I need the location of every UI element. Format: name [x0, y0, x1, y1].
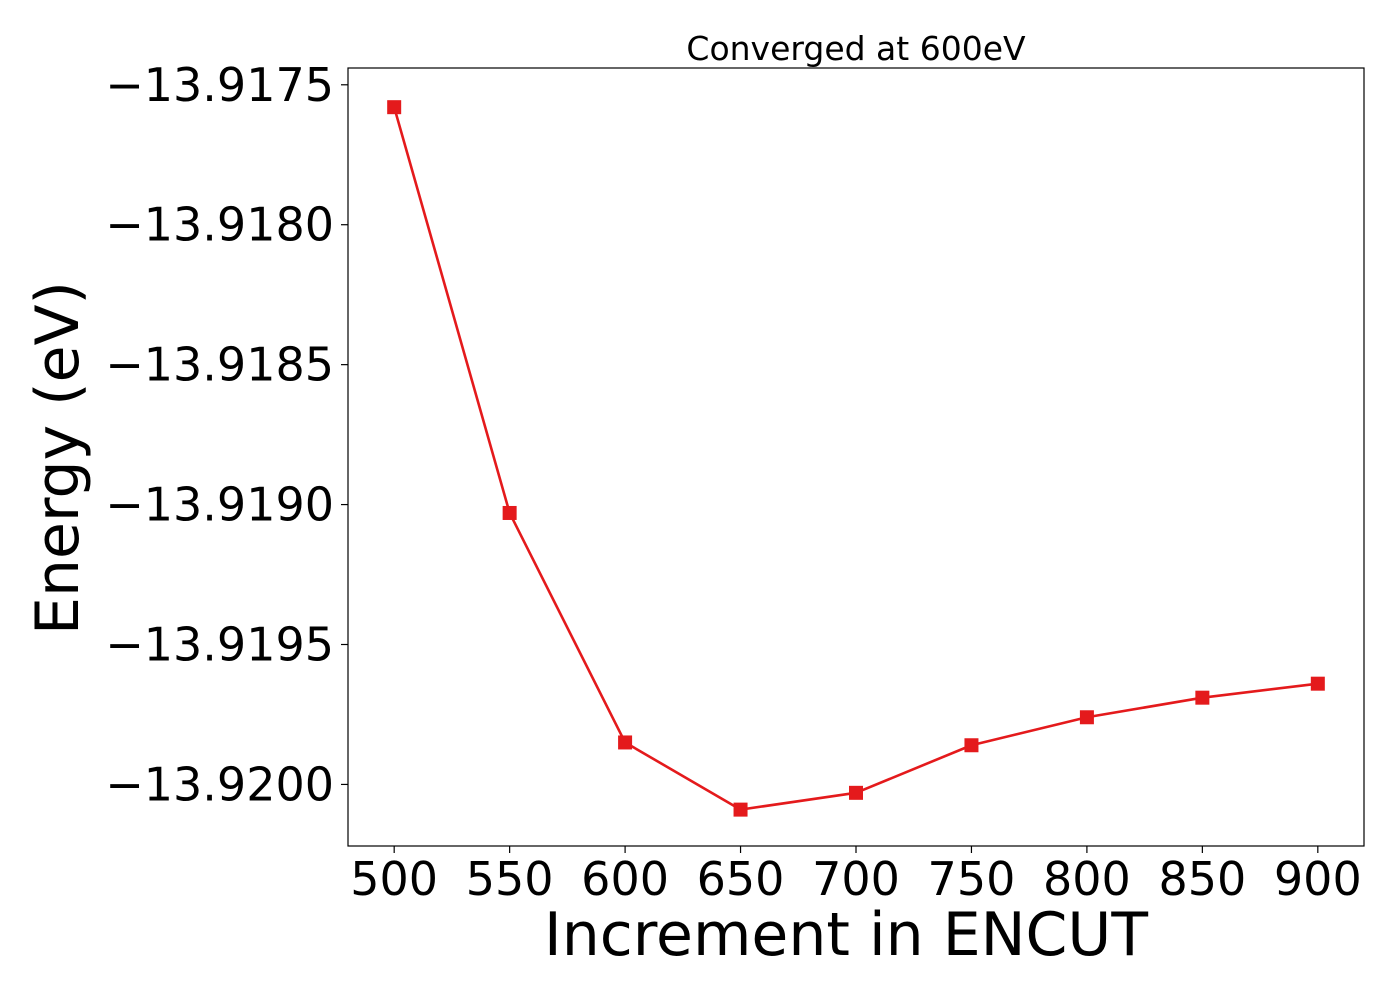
y-axis-ticks: −13.9175 −13.9180 −13.9185 −13.9190 −13.9195…: [105, 58, 348, 811]
x-tick-label: 650: [697, 852, 785, 906]
data-point-marker: [1079, 710, 1094, 725]
x-tick-label: 700: [812, 852, 900, 906]
data-point-marker: [733, 802, 748, 817]
x-tick-label: 800: [1043, 852, 1131, 906]
data-point-marker: [1310, 676, 1325, 691]
data-point-marker: [849, 785, 863, 800]
x-tick-label: 900: [1274, 852, 1362, 906]
plot-frame: [347, 67, 1365, 847]
data-point-marker: [502, 505, 517, 520]
x-tick-label: 850: [1158, 852, 1246, 906]
x-axis-label: Increment in ENCUT: [544, 900, 1148, 970]
y-axis-label: Energy (eV): [23, 281, 93, 635]
x-tick-label: 500: [350, 852, 438, 906]
data-point-marker: [1195, 690, 1210, 705]
plot-series: [387, 100, 1325, 817]
data-point-marker: [387, 100, 402, 115]
data-point-marker: [964, 738, 979, 753]
y-tick-label: −13.9190: [105, 478, 334, 532]
y-tick-label: −13.9180: [105, 198, 334, 252]
y-tick-label: −13.9175: [105, 58, 334, 112]
y-tick-label: −13.9195: [105, 618, 334, 672]
x-tick-label: 750: [928, 852, 1016, 906]
x-tick-label: 550: [466, 852, 554, 906]
y-tick-label: −13.9185: [105, 338, 334, 392]
data-point-marker: [618, 735, 633, 750]
y-tick-label: −13.9200: [105, 757, 334, 811]
chart-title: Converged at 600eV: [686, 29, 1026, 68]
x-tick-label: 600: [581, 852, 669, 906]
x-axis-ticks: 500 550 600 650 700 750 800 850 900: [350, 846, 1362, 906]
